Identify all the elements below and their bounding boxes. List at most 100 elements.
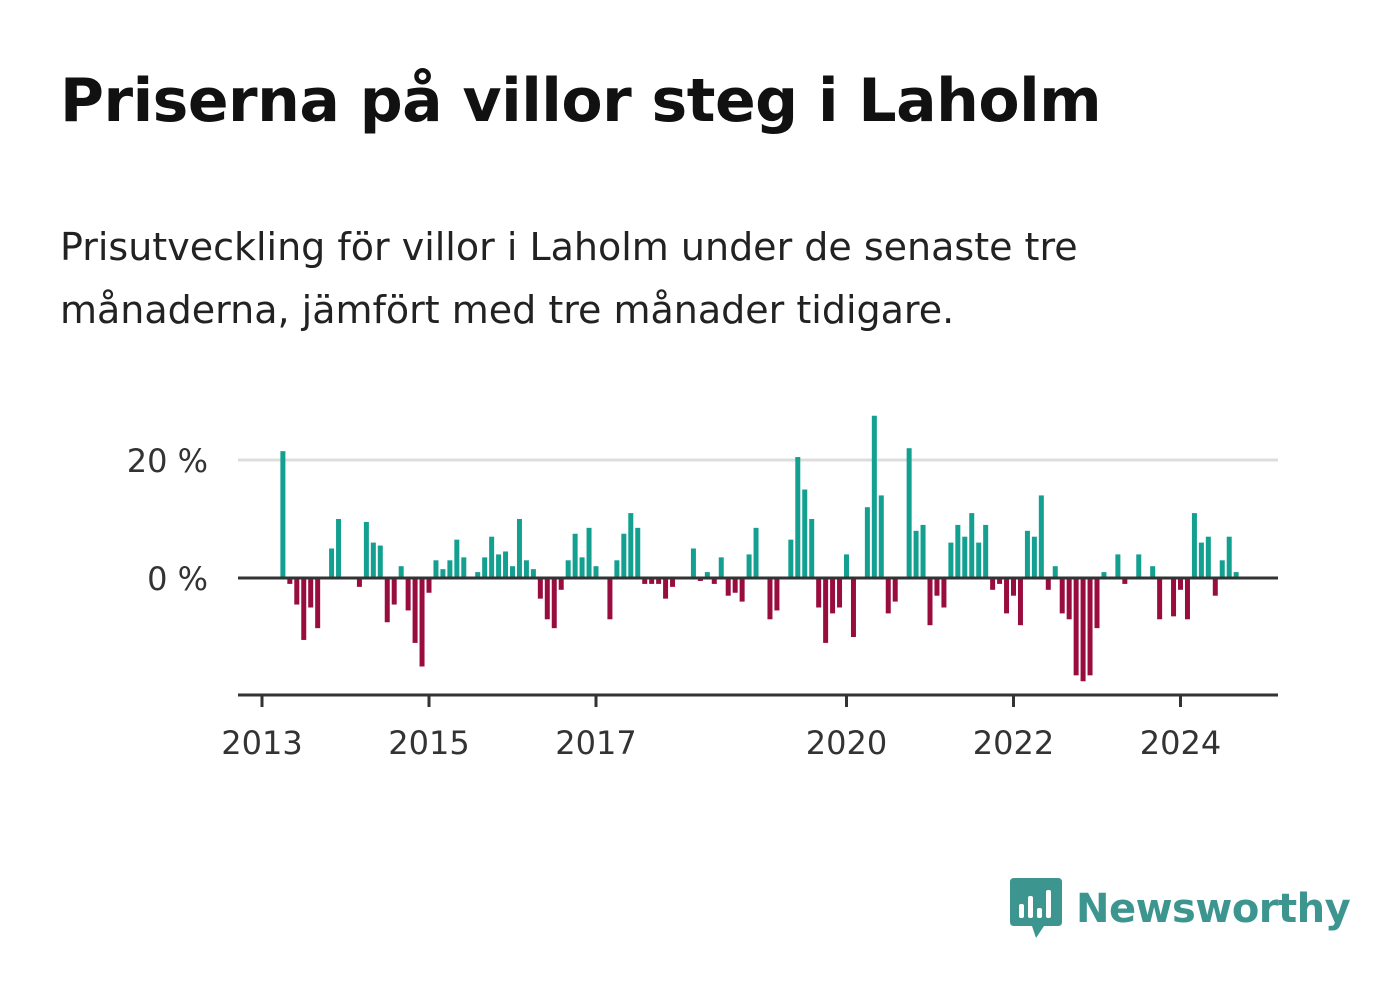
page-title: Priserna på villor steg i Laholm — [60, 66, 1102, 136]
x-tick-label: 2013 — [221, 724, 302, 762]
bar — [739, 578, 745, 602]
bar — [454, 539, 460, 578]
bar — [1122, 578, 1128, 584]
bar — [1157, 578, 1163, 620]
bar — [516, 519, 522, 578]
bar — [294, 578, 300, 605]
bar — [976, 542, 982, 578]
bar — [433, 560, 439, 578]
bar — [1017, 578, 1023, 626]
bar — [586, 527, 592, 578]
bar — [510, 566, 515, 578]
bar — [941, 578, 947, 608]
bar — [1191, 513, 1197, 578]
bar — [551, 578, 557, 629]
bar — [920, 524, 926, 578]
bar — [725, 578, 731, 596]
bar — [384, 578, 390, 623]
x-tick-label: 2020 — [806, 724, 887, 762]
bar — [398, 566, 404, 578]
bar — [1205, 536, 1211, 578]
bar — [356, 578, 362, 587]
bar — [1066, 578, 1072, 620]
bar — [461, 557, 467, 578]
bar — [1136, 554, 1142, 578]
bar — [1171, 578, 1177, 617]
bar — [593, 566, 599, 578]
y-tick-label: 20 % — [127, 442, 208, 480]
bar — [503, 551, 509, 578]
bar — [614, 560, 620, 578]
bar — [830, 578, 836, 614]
bar — [301, 578, 307, 640]
bar — [440, 569, 446, 578]
bar — [391, 578, 397, 605]
bar — [969, 513, 975, 578]
bar — [955, 524, 961, 578]
bar — [1011, 578, 1016, 596]
newsworthy-logo[interactable]: Newsworthy — [1010, 878, 1351, 940]
chart-subtitle: Prisutveckling för villor i Laholm under… — [60, 225, 1078, 332]
bar — [1052, 566, 1058, 578]
bar — [565, 560, 571, 578]
bar — [405, 578, 411, 611]
bar — [927, 578, 933, 626]
bar — [426, 578, 432, 593]
bar — [864, 507, 870, 578]
bar — [746, 554, 752, 578]
bar — [482, 557, 488, 578]
bar — [1045, 578, 1051, 590]
bar — [1059, 578, 1065, 614]
bar — [823, 578, 829, 643]
bar — [329, 548, 335, 578]
bar — [1198, 542, 1204, 578]
bar — [816, 578, 822, 608]
bar — [1115, 554, 1121, 578]
bar — [809, 519, 815, 578]
bar — [1219, 560, 1225, 578]
bar — [558, 578, 564, 590]
bar — [544, 578, 550, 620]
bar — [913, 530, 919, 578]
bar — [1150, 566, 1156, 578]
bars — [280, 415, 1239, 682]
bar — [788, 539, 794, 578]
bar — [1184, 578, 1190, 620]
bar — [308, 578, 314, 608]
bar — [280, 451, 286, 578]
bar — [1233, 572, 1239, 578]
bar — [537, 578, 543, 599]
bar — [732, 578, 738, 593]
x-tick-label: 2017 — [555, 724, 636, 762]
bar — [628, 513, 634, 578]
bar — [844, 554, 849, 578]
bar — [363, 521, 369, 578]
bar — [718, 557, 724, 578]
bar — [767, 578, 773, 620]
bar — [489, 536, 495, 578]
bar — [336, 519, 342, 578]
bar — [837, 578, 843, 608]
bar — [711, 578, 717, 584]
brand-name: Newsworthy — [1076, 886, 1351, 932]
bar — [635, 527, 641, 578]
bar — [850, 578, 856, 637]
bar — [1031, 536, 1037, 578]
bar — [704, 572, 710, 578]
y-axis-tick-labels: 0 % 20 % — [127, 442, 208, 598]
bar — [1038, 495, 1044, 578]
bar — [934, 578, 940, 596]
bar — [419, 578, 425, 667]
x-axis-ticks: 2013 2015 2017 2020 2022 2024 — [221, 695, 1221, 762]
bar — [892, 578, 898, 602]
bar — [948, 542, 954, 578]
x-tick-label: 2024 — [1140, 724, 1221, 762]
bar — [1101, 572, 1107, 578]
bar — [530, 569, 536, 578]
bar — [983, 524, 989, 578]
bar — [447, 560, 453, 578]
bar — [774, 578, 780, 611]
bar — [663, 578, 669, 599]
bar — [1212, 578, 1218, 596]
